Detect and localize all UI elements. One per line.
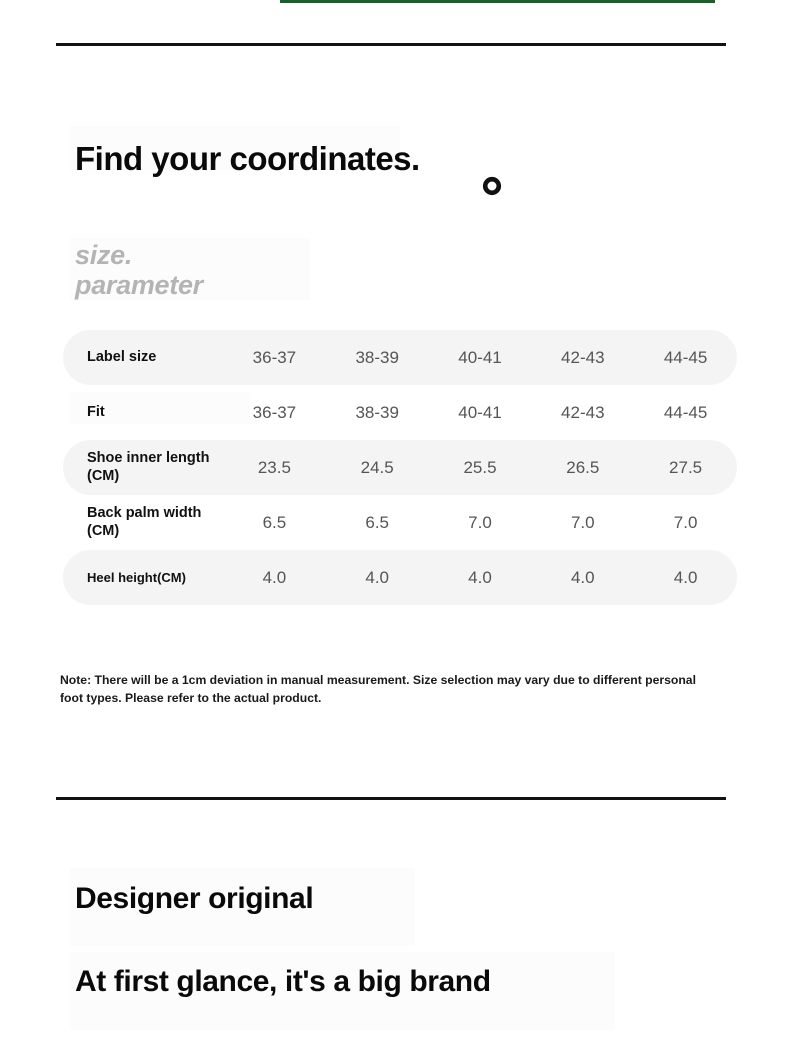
table-cell: 7.0: [468, 512, 492, 532]
table-cell: 4.0: [468, 567, 492, 587]
watermark-line-2: parameter: [75, 270, 203, 301]
watermark-line-1: size.: [75, 240, 133, 270]
table-cell: 42-43: [561, 402, 605, 422]
table-cell: 6.5: [365, 512, 390, 532]
table-cell: 40-41: [458, 402, 502, 422]
table-row: Label size 36-37 38-39 40-41 42-43 44-45: [63, 330, 737, 385]
table-cell: 27.5: [669, 457, 703, 477]
section-divider-top: [56, 43, 726, 46]
table-cell: 7.0: [570, 512, 595, 532]
bottom-heading-designer-original: Designer original: [75, 882, 314, 915]
size-chart-table: Label size 36-37 38-39 40-41 42-43 44-45 Fit 36…: [63, 330, 737, 605]
row-label: Shoe inner length (CM): [87, 450, 210, 484]
table-cell: 42-43: [561, 347, 605, 367]
table-cell: 38-39: [355, 402, 399, 422]
table-cell: 36-37: [252, 347, 297, 367]
bottom-heading-big-brand: At first glance, it's a big brand: [75, 965, 491, 998]
table-cell: 44-45: [663, 347, 708, 367]
table-cell: 7.0: [673, 512, 698, 532]
table-cell: 4.0: [365, 567, 390, 587]
row-label: Label size: [87, 348, 157, 365]
table-cell: 44-45: [663, 402, 708, 422]
table-cell: 23.5: [257, 457, 291, 477]
table-cell: 4.0: [262, 567, 287, 587]
table-cell: 38-39: [355, 347, 399, 367]
background-panel: [70, 952, 615, 1030]
table-row: Back palm width (CM) 6.5 6.5 7.0 7.0 7.0: [63, 495, 737, 550]
row-label: Fit: [87, 403, 105, 420]
table-cell: 25.5: [463, 457, 497, 477]
table-cell: 6.5: [262, 512, 287, 532]
section-divider-bottom: [56, 797, 726, 800]
table-row: Shoe inner length (CM) 23.5 24.5 25.5 26.5 27…: [63, 440, 737, 495]
top-accent-band: [280, 0, 715, 3]
table-cell: 26.5: [566, 457, 600, 477]
background-panel: [70, 868, 415, 946]
ring-icon: [482, 176, 502, 196]
table-cell: 24.5: [360, 457, 394, 477]
background-panel: [70, 392, 250, 424]
table-cell: 40-41: [458, 347, 502, 367]
table-row: Fit 36-37 38-39 40-41 42-43 44-45: [63, 385, 737, 440]
measurement-note: Note: There will be a 1cm deviation in m…: [60, 673, 696, 705]
table-cell: 36-37: [252, 402, 297, 422]
table-cell: 4.0: [570, 567, 595, 587]
page-title: Find your coordinates.: [75, 140, 420, 177]
background-panel: [70, 238, 310, 300]
table-row: Heel height(CM) 4.0 4.0 4.0 4.0 4.0: [63, 550, 737, 605]
row-label: Heel height(CM): [87, 569, 186, 585]
background-panel: [70, 126, 400, 170]
row-label: Back palm width (CM): [87, 505, 202, 539]
table-cell: 4.0: [673, 567, 698, 587]
size-parameter-watermark: size. parameter: [75, 240, 203, 300]
